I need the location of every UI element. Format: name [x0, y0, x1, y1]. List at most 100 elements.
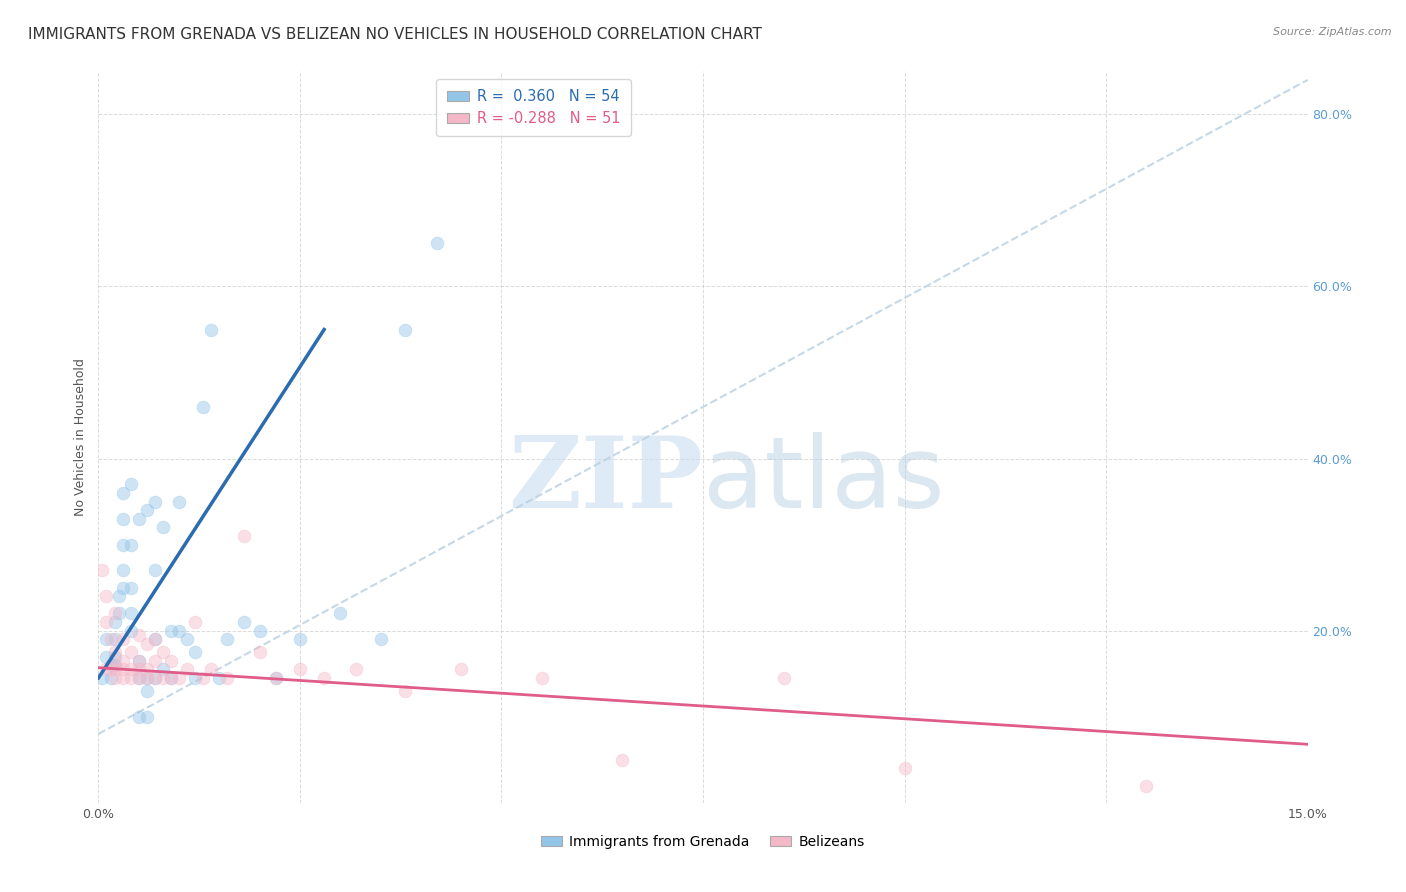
Point: [120, 581, 142, 595]
Text: ZIP: ZIP: [508, 433, 703, 530]
Point: [120, 477, 142, 491]
Point: [249, 624, 271, 638]
Point: [96, 649, 118, 664]
Point: [152, 662, 174, 676]
Point: [135, 503, 157, 517]
Point: [103, 645, 125, 659]
Point: [143, 632, 166, 647]
Point: [612, 753, 634, 767]
Point: [329, 607, 352, 621]
Y-axis label: No Vehicles in Household: No Vehicles in Household: [73, 359, 87, 516]
Point: [128, 710, 150, 724]
Point: [772, 671, 794, 685]
Point: [91, 671, 114, 685]
Point: [232, 615, 254, 629]
Point: [96, 615, 118, 629]
Point: [176, 632, 198, 647]
Point: [103, 615, 125, 629]
Point: [217, 632, 239, 647]
Point: [160, 654, 183, 668]
Point: [167, 671, 190, 685]
Point: [394, 684, 416, 698]
Point: [143, 671, 166, 685]
Point: [1135, 779, 1157, 793]
Point: [288, 662, 311, 676]
Point: [167, 624, 190, 638]
Text: IMMIGRANTS FROM GRENADA VS BELIZEAN NO VEHICLES IN HOUSEHOLD CORRELATION CHART: IMMIGRANTS FROM GRENADA VS BELIZEAN NO V…: [28, 27, 762, 42]
Point: [91, 564, 114, 578]
Point: [314, 671, 336, 685]
Point: [111, 564, 134, 578]
Point: [107, 607, 129, 621]
Point: [120, 624, 142, 638]
Point: [264, 671, 287, 685]
Point: [135, 637, 157, 651]
Point: [135, 662, 157, 676]
Point: [111, 671, 134, 685]
Point: [160, 671, 183, 685]
Point: [184, 671, 207, 685]
Point: [200, 662, 222, 676]
Point: [135, 671, 157, 685]
Point: [152, 520, 174, 534]
Point: [184, 615, 207, 629]
Point: [193, 400, 215, 414]
Point: [111, 512, 134, 526]
Point: [135, 671, 157, 685]
Point: [128, 654, 150, 668]
Point: [143, 632, 166, 647]
Point: [96, 662, 118, 676]
Point: [143, 671, 166, 685]
Point: [450, 662, 472, 676]
Point: [184, 645, 207, 659]
Point: [111, 486, 134, 500]
Point: [160, 624, 183, 638]
Point: [344, 662, 367, 676]
Point: [120, 538, 142, 552]
Point: [100, 658, 122, 673]
Point: [120, 671, 142, 685]
Point: [128, 512, 150, 526]
Point: [128, 671, 150, 685]
Point: [264, 671, 287, 685]
Point: [176, 662, 198, 676]
Point: [128, 662, 150, 676]
Point: [107, 589, 129, 603]
Point: [143, 654, 166, 668]
Point: [100, 671, 122, 685]
Point: [100, 632, 122, 647]
Point: [100, 662, 122, 676]
Point: [135, 684, 157, 698]
Point: [128, 628, 150, 642]
Point: [193, 671, 215, 685]
Point: [249, 645, 271, 659]
Point: [530, 671, 553, 685]
Point: [103, 658, 125, 673]
Point: [111, 538, 134, 552]
Point: [370, 632, 392, 647]
Point: [288, 632, 311, 647]
Point: [111, 632, 134, 647]
Point: [103, 658, 125, 673]
Point: [152, 671, 174, 685]
Point: [232, 529, 254, 543]
Point: [96, 589, 118, 603]
Point: [111, 662, 134, 676]
Point: [135, 710, 157, 724]
Point: [120, 662, 142, 676]
Text: atlas: atlas: [703, 433, 945, 530]
Point: [217, 671, 239, 685]
Point: [111, 654, 134, 668]
Point: [143, 564, 166, 578]
Point: [96, 632, 118, 647]
Point: [128, 671, 150, 685]
Point: [111, 581, 134, 595]
Point: [893, 761, 915, 775]
Point: [208, 671, 231, 685]
Point: [160, 671, 183, 685]
Point: [120, 607, 142, 621]
Point: [394, 322, 416, 336]
Point: [103, 607, 125, 621]
Point: [143, 494, 166, 508]
Legend: Immigrants from Grenada, Belizeans: Immigrants from Grenada, Belizeans: [536, 830, 870, 855]
